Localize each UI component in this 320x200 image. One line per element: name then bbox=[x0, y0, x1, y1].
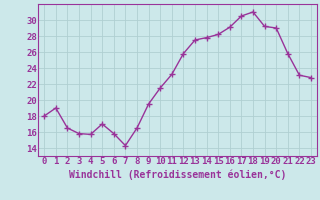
X-axis label: Windchill (Refroidissement éolien,°C): Windchill (Refroidissement éolien,°C) bbox=[69, 169, 286, 180]
